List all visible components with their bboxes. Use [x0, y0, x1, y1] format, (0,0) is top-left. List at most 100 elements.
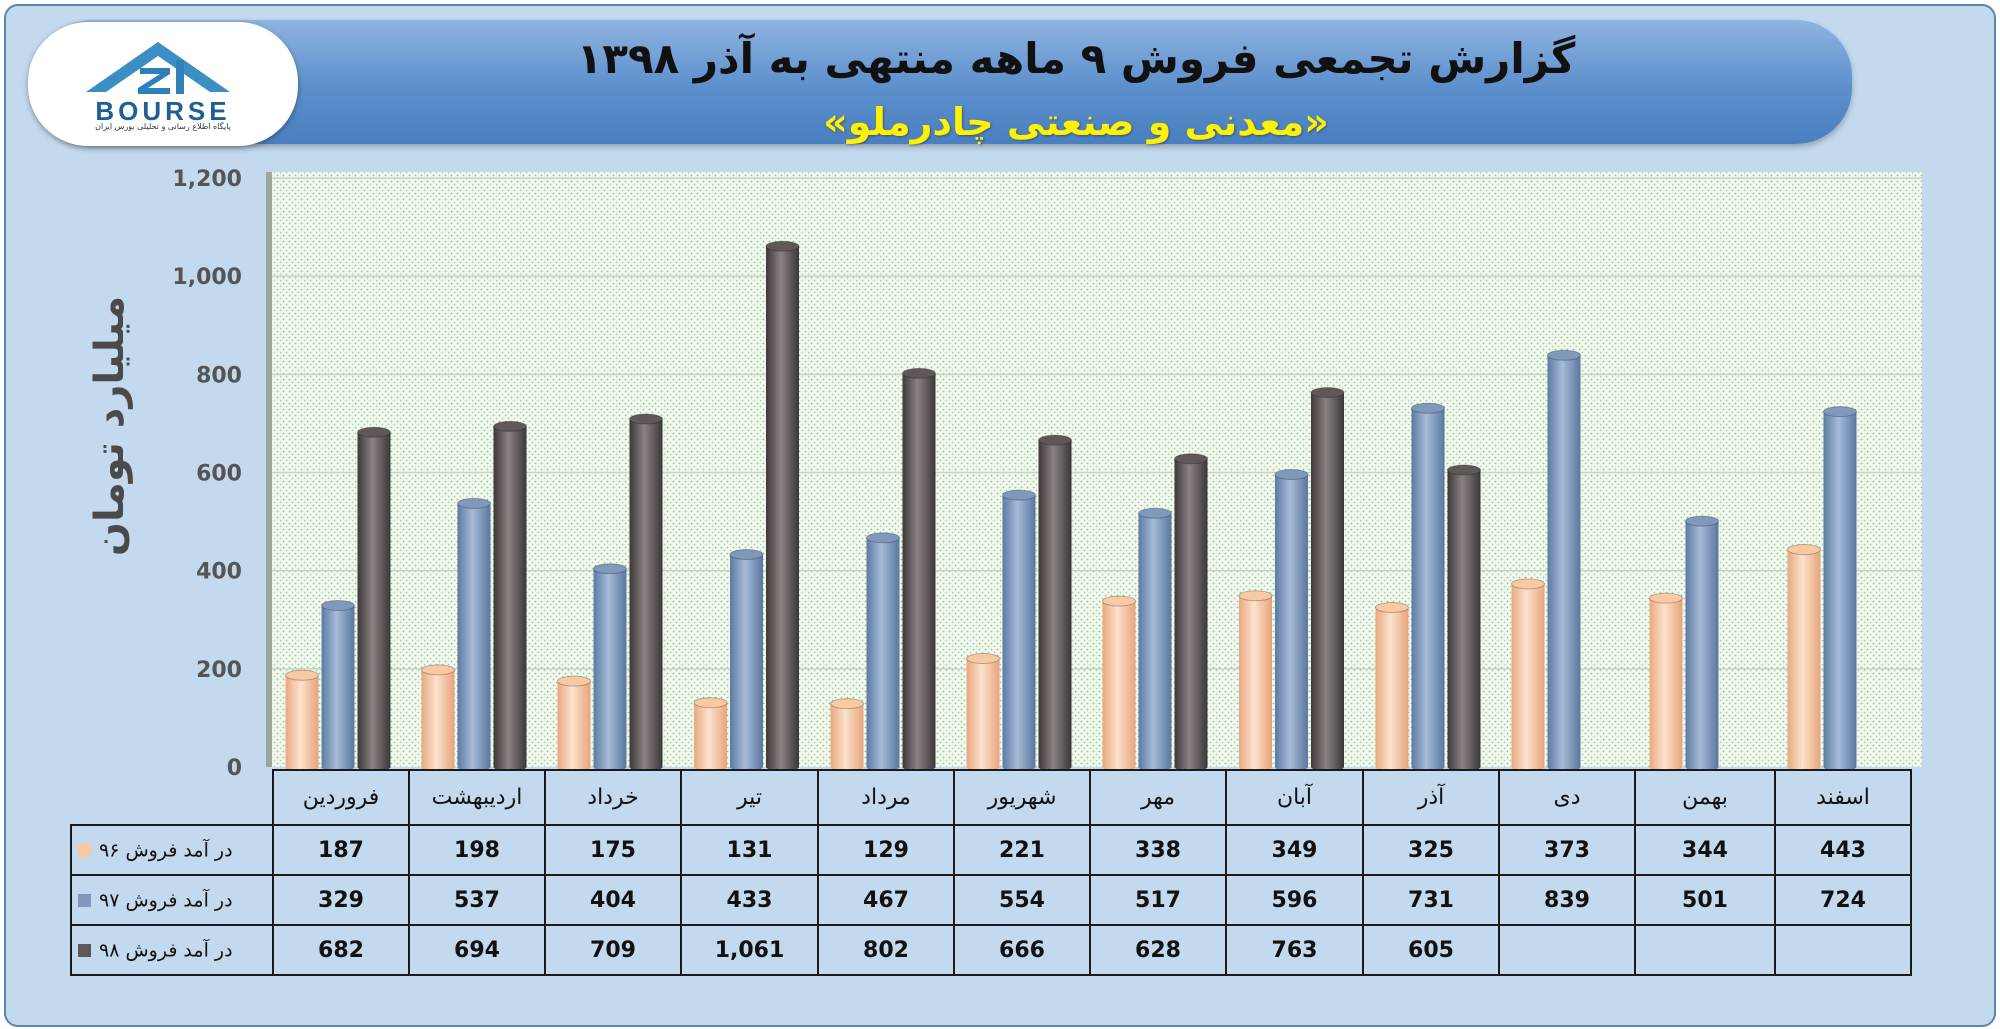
data-label: 433 [680, 874, 819, 926]
bourse-logo: BOURSE پایگاه اطلاع رسانی و تحلیلی بورس … [28, 22, 298, 146]
bar-body [1787, 549, 1821, 767]
logo-subtext: پایگاه اطلاع رسانی و تحلیلی بورس ایران [95, 122, 231, 131]
bar-body [557, 681, 591, 767]
bar-cap [1038, 434, 1072, 446]
data-label: 187 [272, 824, 410, 876]
bar-body [1685, 521, 1719, 767]
bar-base [285, 763, 319, 771]
bar-2-9 [1411, 402, 1445, 771]
bar-base [1787, 763, 1821, 771]
data-label: 709 [544, 924, 682, 976]
bar-base [1002, 763, 1036, 771]
chart-title: گزارش تجمعی فروش ۹ ماهه منتهی به آذر ۱۳۹… [576, 34, 1576, 83]
bar-body [1275, 474, 1308, 767]
bars-layer [285, 240, 1857, 771]
bar-cap [1823, 406, 1857, 418]
data-label: 839 [1498, 874, 1636, 926]
bar-base [357, 763, 391, 771]
legend-entry: در آمد فروش ۹۶ [70, 824, 274, 876]
bar-1-10 [1511, 578, 1545, 771]
bar-base [1649, 763, 1683, 771]
bar-cap [830, 698, 864, 710]
bar-2-7 [1138, 507, 1172, 771]
data-label: 404 [544, 874, 682, 926]
bar-cap [457, 497, 491, 509]
bar-1-12 [1787, 544, 1821, 771]
bar-2-5 [866, 532, 900, 771]
data-label: 467 [817, 874, 955, 926]
bar-3-3 [629, 413, 663, 771]
bar-base [766, 763, 799, 771]
bar-3-9 [1447, 464, 1481, 771]
bar-1-1 [285, 669, 319, 771]
bar-base [1174, 763, 1208, 771]
bar-cap [1411, 402, 1445, 414]
bar-body [1038, 440, 1072, 767]
data-label [1634, 924, 1776, 976]
bar-base [966, 763, 1000, 771]
bar-body [1002, 495, 1036, 767]
data-label: 666 [953, 924, 1091, 976]
data-label: 338 [1089, 824, 1227, 876]
bar-3-2 [493, 420, 527, 771]
bar-base [421, 763, 455, 771]
bar-cap [357, 426, 391, 438]
legend-swatch [78, 843, 91, 857]
bar-body [766, 246, 799, 767]
bar-cap [285, 669, 319, 681]
bar-base [1038, 763, 1072, 771]
bar-cap [966, 653, 1000, 665]
bar-1-4 [693, 697, 728, 771]
bar-1-6 [966, 653, 1000, 771]
data-label: 682 [272, 924, 410, 976]
data-label: 325 [1362, 824, 1500, 876]
bar-3-8 [1310, 386, 1345, 771]
legend-swatch [78, 943, 91, 957]
bar-base [457, 763, 491, 771]
data-label: 198 [408, 824, 546, 876]
bar-cap [1138, 507, 1172, 519]
bar-base [1375, 763, 1409, 771]
data-label: 537 [408, 874, 546, 926]
legend-swatch [78, 893, 91, 907]
bar-base [1411, 763, 1445, 771]
data-label: 329 [272, 874, 410, 926]
data-label: 605 [1362, 924, 1500, 976]
bourse-logo-icon: BOURSE [86, 42, 230, 126]
bar-2-8 [1274, 468, 1309, 771]
bar-base [1511, 763, 1545, 771]
category-label: مرداد [817, 769, 955, 826]
bar-2-10 [1547, 349, 1581, 771]
bar-cap [493, 420, 527, 432]
data-label: 131 [680, 824, 819, 876]
table-row: در آمد فروش ۹۶ 187 198 175 131 129 221 338 349 32… [70, 824, 1912, 876]
bar-2-4 [729, 548, 764, 771]
y-tick-label: 1,000 [172, 265, 242, 290]
bar-cap [1685, 515, 1719, 527]
data-label: 501 [1634, 874, 1776, 926]
data-label: 763 [1225, 924, 1364, 976]
bar-body [1239, 595, 1272, 767]
bar-base [1685, 763, 1719, 771]
data-label: 1,061 [680, 924, 819, 976]
bar-cap [693, 697, 728, 709]
bar-cap [1310, 386, 1345, 398]
legend-entry: در آمد فروش ۹۸ [70, 924, 274, 976]
category-label: تیر [680, 769, 819, 826]
category-label: اسفند [1774, 769, 1912, 826]
bar-1-3 [557, 675, 591, 771]
bar-base [694, 763, 727, 771]
bar-3-7 [1174, 453, 1208, 771]
bar-cap [765, 240, 800, 252]
data-label: 517 [1089, 874, 1227, 926]
data-label: 694 [408, 924, 546, 976]
data-label [1498, 924, 1636, 976]
category-label: فروردین [272, 769, 410, 826]
category-label: شهریور [953, 769, 1091, 826]
bar-base [1823, 763, 1857, 771]
data-label: 349 [1225, 824, 1364, 876]
bar-cap [1174, 453, 1208, 465]
title-banner: گزارش تجمعی فروش ۹ ماهه منتهی به آذر ۱۳۹… [36, 20, 1852, 144]
bar-body [629, 418, 663, 767]
series-name: در آمد فروش ۹۸ [99, 939, 233, 962]
